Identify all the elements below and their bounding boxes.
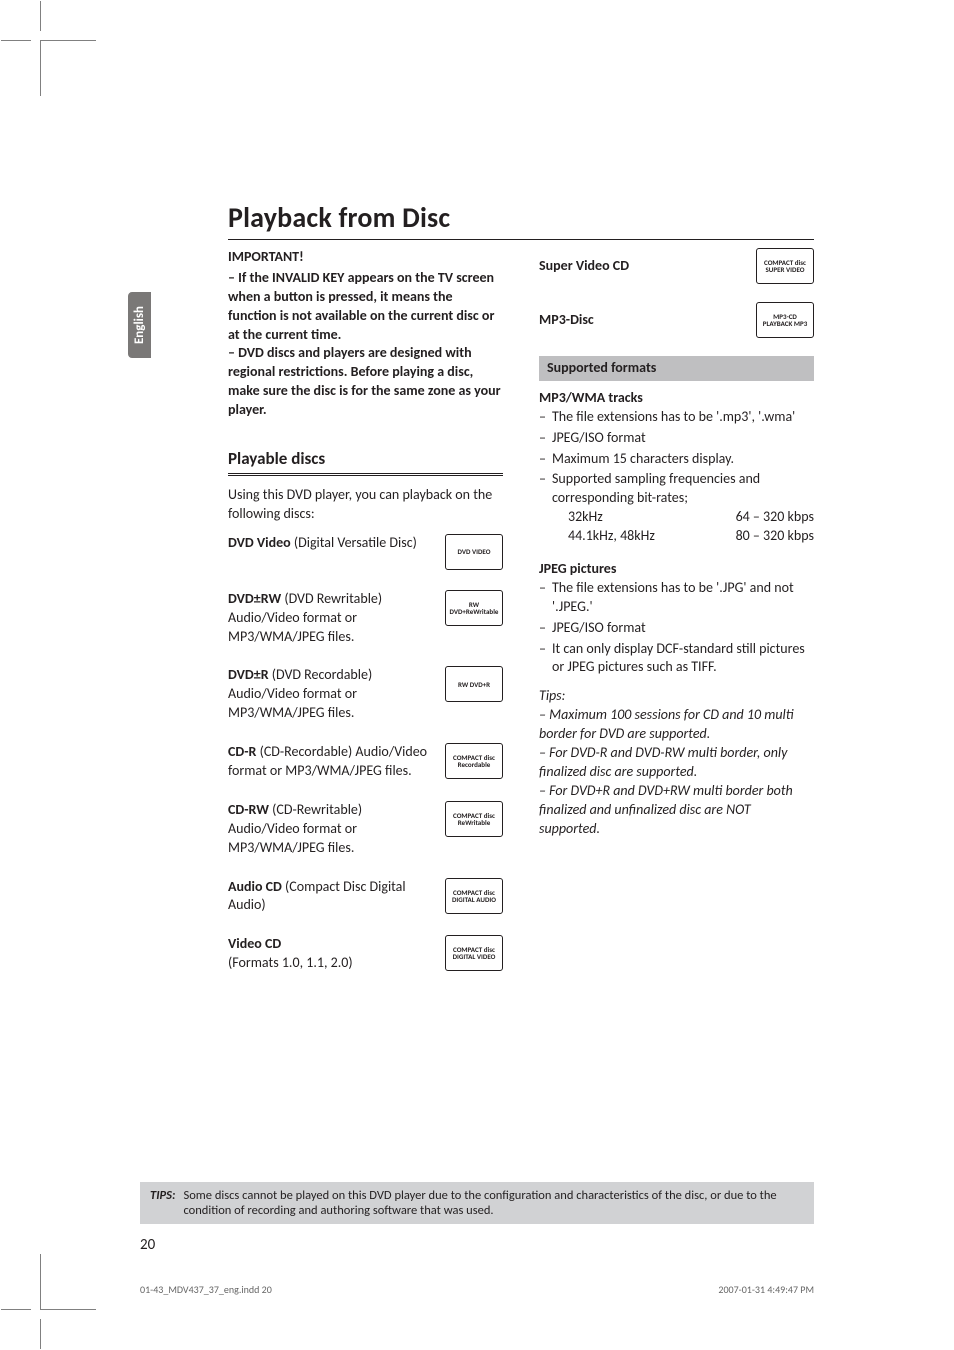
disc-text: Video CD (Formats 1.0, 1.1, 2.0) (228, 935, 435, 973)
important-p2: – DVD discs and players are designed wit… (228, 344, 503, 420)
mp3-row: MP3-Disc MP3-CD PLAYBACK MP3 (539, 302, 814, 338)
jpeg-heading: JPEG pictures (539, 560, 814, 579)
disc-desc: (CD-Recordable) Audio/Video format or MP… (228, 743, 427, 779)
disc-text: CD-R (CD-Recordable) Audio/Video format … (228, 743, 435, 781)
video-cd-logo-icon: COMPACT disc DIGITAL VIDEO (445, 935, 503, 971)
content-columns: IMPORTANT! – If the INVALID KEY appears … (0, 248, 954, 993)
disc-name: DVD Video (228, 534, 291, 551)
disc-row: DVD Video (Digital Versatile Disc) DVD V… (228, 534, 503, 570)
rate-kbps: 80 – 320 kbps (736, 527, 814, 546)
dvd-rw-logo-icon: RW DVD+ReWritable (445, 590, 503, 626)
disc-name: CD-RW (228, 801, 269, 818)
disc-row: Audio CD (Compact Disc Digital Audio) CO… (228, 878, 503, 916)
tips-line: – Maximum 100 sessions for CD and 10 mul… (539, 706, 814, 744)
disc-text: Audio CD (Compact Disc Digital Audio) (228, 878, 435, 916)
svcd-name: Super Video CD (539, 257, 629, 276)
bullet-text: It can only display DCF-standard still p… (552, 640, 814, 678)
tips-bar: TIPS: Some discs cannot be played on thi… (140, 1182, 814, 1224)
rate-freq: 32kHz (568, 508, 603, 527)
bullet-text: Supported sampling frequencies and corre… (552, 470, 814, 508)
left-column: IMPORTANT! – If the INVALID KEY appears … (228, 248, 503, 993)
tips-block: Tips: – Maximum 100 sessions for CD and … (539, 687, 814, 838)
bullet-text: JPEG/ISO format (552, 429, 646, 448)
disc-text: DVD±R (DVD Recordable) Audio/Video forma… (228, 666, 435, 723)
list-item: JPEG/ISO format (539, 619, 814, 638)
tips-bar-label: TIPS: (150, 1188, 175, 1218)
bullet-text: Maximum 15 characters display. (552, 450, 734, 469)
disc-name: DVD±RW (228, 590, 281, 607)
disc-text: CD-RW (CD-Rewritable) Audio/Video format… (228, 801, 435, 858)
bullet-text: The file extensions has to be '.JPG' and… (552, 579, 814, 617)
svcd-logo-icon: COMPACT disc SUPER VIDEO (756, 248, 814, 284)
important-p1: – If the INVALID KEY appears on the TV s… (228, 269, 503, 345)
list-item: Maximum 15 characters display. (539, 450, 814, 469)
bullet-text: JPEG/ISO format (552, 619, 646, 638)
disc-name: Video CD (228, 935, 435, 954)
disc-desc: (Digital Versatile Disc) (291, 534, 417, 551)
rate-row: 32kHz 64 – 320 kbps (552, 508, 814, 527)
playable-heading: Playable discs (228, 448, 503, 476)
disc-desc: (Formats 1.0, 1.1, 2.0) (228, 954, 435, 973)
audio-cd-logo-icon: COMPACT disc DIGITAL AUDIO (445, 878, 503, 914)
disc-row: CD-RW (CD-Rewritable) Audio/Video format… (228, 801, 503, 858)
dvd-r-logo-icon: RW DVD+R (445, 666, 503, 702)
footer-left: 01-43_MDV437_37_eng.indd 20 (140, 1283, 272, 1296)
language-tab: English (128, 292, 151, 358)
list-item: The file extensions has to be '.JPG' and… (539, 579, 814, 617)
right-column: Super Video CD COMPACT disc SUPER VIDEO … (539, 248, 814, 993)
mp3-logo-icon: MP3-CD PLAYBACK MP3 (756, 302, 814, 338)
cd-rw-logo-icon: COMPACT disc ReWritable (445, 801, 503, 837)
tips-line: – For DVD+R and DVD+RW multi border both… (539, 782, 814, 839)
footer-right: 2007-01-31 4:49:47 PM (718, 1283, 814, 1296)
disc-row: DVD±R (DVD Recordable) Audio/Video forma… (228, 666, 503, 723)
tips-title: Tips: (539, 687, 814, 706)
disc-text: DVD±RW (DVD Rewritable) Audio/Video form… (228, 590, 435, 647)
page-number: 20 (140, 1236, 155, 1254)
disc-text: DVD Video (Digital Versatile Disc) (228, 534, 435, 553)
svcd-row: Super Video CD COMPACT disc SUPER VIDEO (539, 248, 814, 284)
list-item: JPEG/ISO format (539, 429, 814, 448)
cd-r-logo-icon: COMPACT disc Recordable (445, 743, 503, 779)
footer-meta: 01-43_MDV437_37_eng.indd 20 2007-01-31 4… (140, 1283, 814, 1296)
list-item: Supported sampling frequencies and corre… (539, 470, 814, 546)
disc-name: CD-R (228, 743, 256, 760)
disc-name: Audio CD (228, 878, 282, 895)
bullet-text: The file extensions has to be '.mp3', '.… (552, 408, 795, 427)
title-rule (228, 239, 814, 240)
supported-formats-heading: Supported formats (539, 356, 814, 381)
disc-row: DVD±RW (DVD Rewritable) Audio/Video form… (228, 590, 503, 647)
mp3wma-list: The file extensions has to be '.mp3', '.… (539, 408, 814, 546)
tips-line: – For DVD-R and DVD-RW multi border, onl… (539, 744, 814, 782)
mp3wma-heading: MP3/WMA tracks (539, 389, 814, 408)
disc-name: DVD±R (228, 666, 269, 683)
crop-mark-bl (40, 1254, 96, 1310)
jpeg-list: The file extensions has to be '.JPG' and… (539, 579, 814, 677)
disc-row: CD-R (CD-Recordable) Audio/Video format … (228, 743, 503, 781)
tips-bar-text: Some discs cannot be played on this DVD … (183, 1188, 804, 1218)
list-item: The file extensions has to be '.mp3', '.… (539, 408, 814, 427)
page-title: Playback from Disc (228, 200, 954, 235)
rate-freq: 44.1kHz, 48kHz (568, 527, 655, 546)
important-heading: IMPORTANT! (228, 248, 503, 267)
bullet-block: Supported sampling frequencies and corre… (552, 470, 814, 546)
playable-intro: Using this DVD player, you can playback … (228, 486, 503, 524)
crop-mark-tl (40, 40, 96, 96)
rate-kbps: 64 – 320 kbps (736, 508, 814, 527)
page-root: English Playback from Disc IMPORTANT! – … (0, 0, 954, 1350)
mp3-name: MP3-Disc (539, 311, 594, 330)
list-item: It can only display DCF-standard still p… (539, 640, 814, 678)
rate-row: 44.1kHz, 48kHz 80 – 320 kbps (552, 527, 814, 546)
dvd-video-logo-icon: DVD VIDEO (445, 534, 503, 570)
disc-row: Video CD (Formats 1.0, 1.1, 2.0) COMPACT… (228, 935, 503, 973)
